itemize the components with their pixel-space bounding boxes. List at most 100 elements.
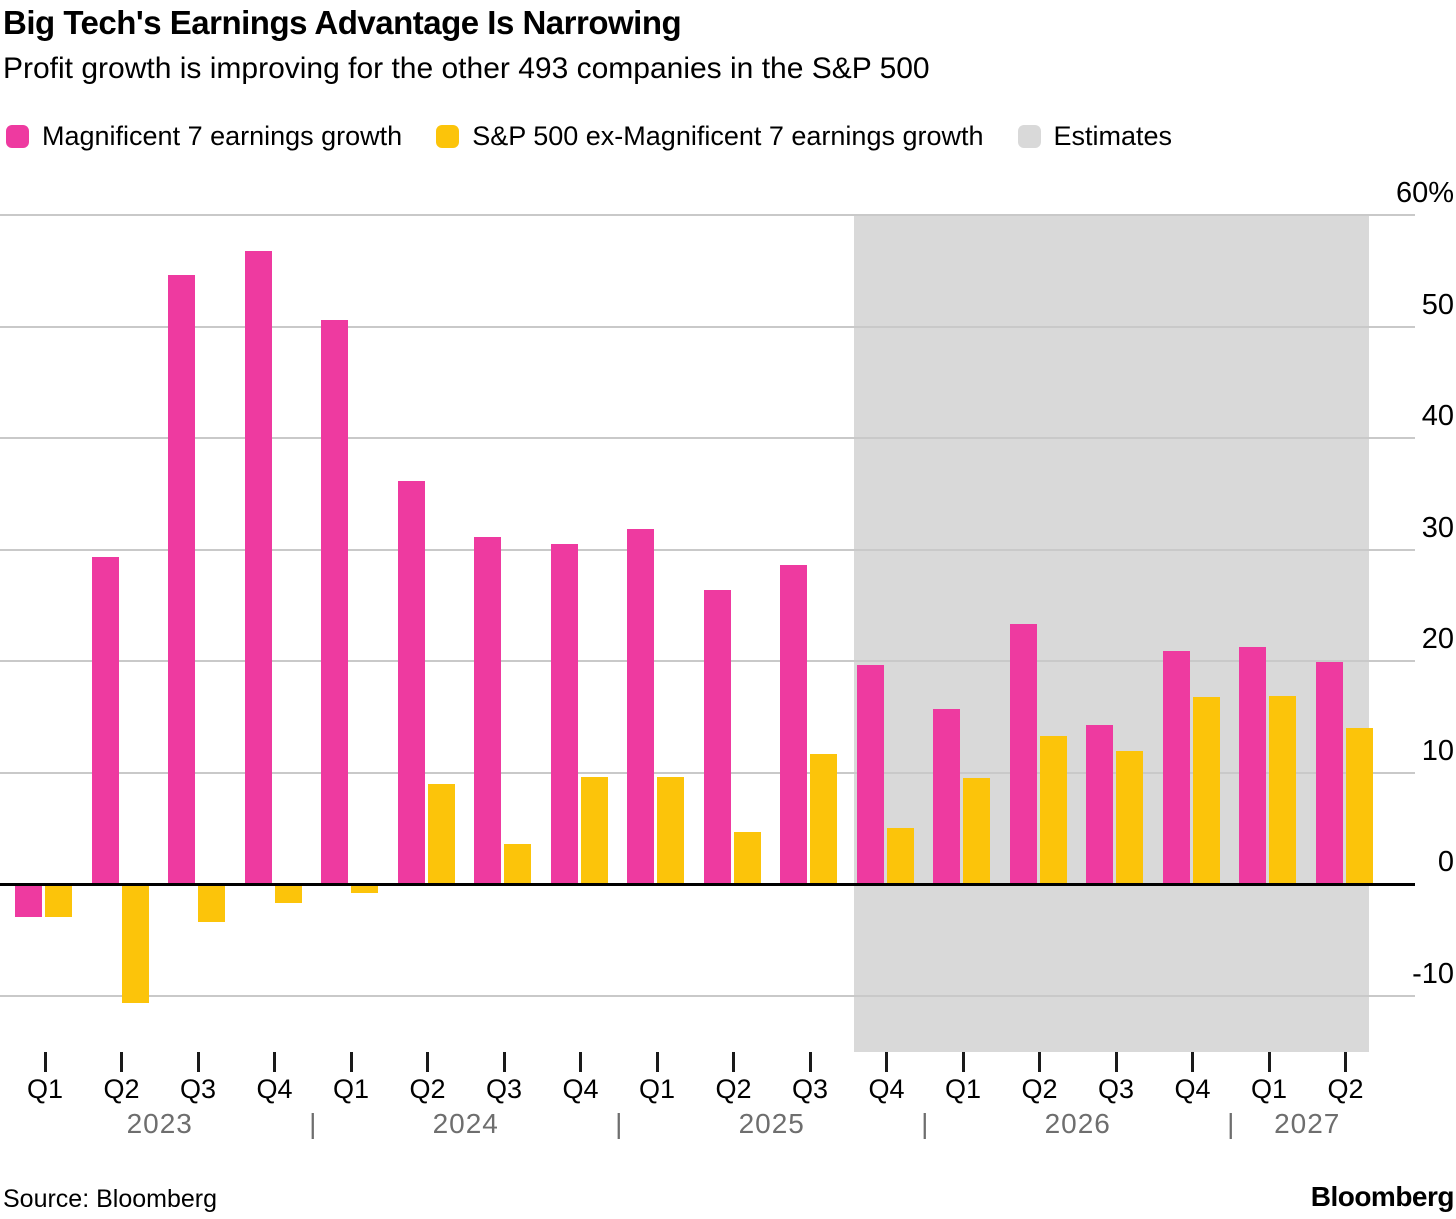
- bar-ex-magnificent7-q2-2023: [121, 884, 149, 1004]
- year-label-2024: 2024: [432, 1108, 499, 1139]
- y-axis-label--10: -10: [1412, 957, 1454, 990]
- x-tick-q3-2024: [502, 1052, 506, 1072]
- year-separator: |: [309, 1108, 317, 1139]
- magenta-swatch-icon: [6, 125, 29, 148]
- x-tick-q3-2026: [1114, 1052, 1118, 1072]
- bar-magnificent7-q2-2023: [91, 557, 119, 884]
- bar-ex-magnificent7-q2-2026: [1039, 735, 1067, 884]
- bar-magnificent7-q3-2026: [1086, 724, 1113, 884]
- bar-ex-magnificent7-q1-2024: [351, 884, 378, 893]
- x-tick-q2-2026: [1038, 1052, 1041, 1072]
- x-tick-q3-2025: [808, 1052, 812, 1072]
- bar-magnificent7-q4-2024: [550, 543, 578, 884]
- year-separator: |: [615, 1108, 623, 1139]
- y-axis-label-60%: 60%: [1395, 177, 1454, 209]
- bar-magnificent7-q4-2023: [244, 250, 272, 884]
- zero-baseline: [0, 883, 1415, 886]
- bar-ex-magnificent7-q2-2025: [733, 831, 761, 884]
- bar-ex-magnificent7-q4-2025: [886, 828, 914, 884]
- x-label-q3-2024: Q3: [485, 1074, 523, 1104]
- yellow-swatch-icon: [436, 125, 460, 148]
- bloomberg-logo: Bloomberg: [1310, 1181, 1455, 1212]
- gridline--10: [0, 994, 1415, 997]
- x-label-q1-2027: Q1: [1250, 1074, 1288, 1104]
- legend-item-estimates: Estimates: [1017, 121, 1173, 152]
- bar-magnificent7-q1-2026: [933, 708, 960, 884]
- legend-label-estimates: Estimates: [1053, 121, 1173, 151]
- bar-ex-magnificent7-q3-2025: [810, 753, 837, 884]
- estimates-region: [854, 216, 1369, 1052]
- y-axis-label-40: 40: [1421, 400, 1454, 432]
- x-label-q2-2024: Q2: [409, 1074, 446, 1104]
- x-label-q1-2024: Q1: [332, 1074, 370, 1104]
- source-note: Source: Bloomberg: [3, 1185, 218, 1213]
- bar-magnificent7-q3-2023: [168, 275, 195, 884]
- year-label-2023: 2023: [126, 1108, 193, 1139]
- x-tick-q1-2027: [1267, 1052, 1271, 1072]
- bar-magnificent7-q2-2027: [1315, 662, 1343, 884]
- legend: Magnificent 7 earnings growth S&P 500 ex…: [6, 121, 1172, 152]
- y-axis-label-30: 30: [1421, 511, 1454, 544]
- x-tick-q3-2023: [196, 1052, 200, 1072]
- bar-ex-magnificent7-q3-2023: [198, 884, 225, 922]
- x-tick-q4-2025: [885, 1052, 888, 1072]
- x-label-q3-2023: Q3: [179, 1074, 217, 1104]
- bar-ex-magnificent7-q4-2023: [274, 884, 302, 903]
- gridline-60%: [0, 214, 1415, 216]
- x-tick-q2-2027: [1344, 1052, 1347, 1072]
- bar-magnificent7-q2-2026: [1009, 624, 1037, 884]
- bar-magnificent7-q1-2027: [1239, 646, 1266, 884]
- x-label-q4-2023: Q4: [256, 1074, 293, 1104]
- bar-magnificent7-q4-2025: [856, 665, 884, 884]
- bar-magnificent7-q4-2026: [1162, 650, 1190, 884]
- year-label-2025: 2025: [738, 1108, 805, 1139]
- bar-magnificent7-q3-2024: [474, 537, 501, 884]
- x-label-q2-2027: Q2: [1327, 1074, 1364, 1104]
- bar-ex-magnificent7-q1-2027: [1269, 695, 1296, 884]
- bar-ex-magnificent7-q4-2026: [1192, 696, 1220, 884]
- gridline-30: [0, 548, 1415, 551]
- bar-ex-magnificent7-q4-2024: [580, 776, 608, 884]
- x-label-q1-2025: Q1: [638, 1074, 676, 1104]
- gray-swatch-icon: [1017, 125, 1041, 148]
- x-label-q3-2025: Q3: [791, 1074, 829, 1104]
- bar-magnificent7-q1-2024: [321, 319, 348, 884]
- bar-magnificent7-q2-2025: [703, 589, 731, 884]
- x-label-q4-2024: Q4: [562, 1074, 599, 1104]
- bar-ex-magnificent7-q1-2025: [657, 776, 684, 884]
- bar-ex-magnificent7-q1-2023: [45, 884, 72, 918]
- x-label-q3-2026: Q3: [1097, 1074, 1135, 1104]
- bar-magnificent7-q2-2024: [397, 481, 425, 884]
- bar-ex-magnificent7-q2-2027: [1345, 727, 1373, 884]
- year-separator: |: [1227, 1108, 1235, 1139]
- x-label-q1-2023: Q1: [26, 1074, 64, 1104]
- x-tick-q4-2024: [579, 1052, 582, 1072]
- x-label-q2-2023: Q2: [103, 1074, 140, 1104]
- x-tick-q1-2026: [961, 1052, 965, 1072]
- chart-subtitle: Profit growth is improving for the other…: [3, 52, 930, 85]
- legend-label-ex-magnificent7: S&P 500 ex-Magnificent 7 earnings growth: [472, 121, 984, 151]
- y-axis-label-50: 50: [1421, 288, 1454, 321]
- year-separator: |: [921, 1108, 929, 1139]
- bar-magnificent7-q1-2023: [15, 884, 42, 918]
- x-label-q2-2025: Q2: [715, 1074, 752, 1104]
- legend-item-magnificent7: Magnificent 7 earnings growth: [6, 121, 402, 152]
- bar-ex-magnificent7-q3-2024: [504, 843, 531, 884]
- gridline-40: [0, 437, 1415, 439]
- legend-item-ex-magnificent7: S&P 500 ex-Magnificent 7 earnings growth: [436, 121, 984, 152]
- x-label-q1-2026: Q1: [944, 1074, 982, 1104]
- x-label-q4-2026: Q4: [1174, 1074, 1211, 1104]
- year-label-2026: 2026: [1044, 1108, 1111, 1139]
- x-tick-q4-2026: [1191, 1052, 1194, 1072]
- x-tick-q2-2024: [426, 1052, 429, 1072]
- x-label-q4-2025: Q4: [868, 1074, 905, 1104]
- x-tick-q2-2025: [732, 1052, 735, 1072]
- x-tick-q1-2025: [655, 1052, 659, 1072]
- year-label-2027: 2027: [1274, 1108, 1341, 1139]
- y-axis-label-20: 20: [1421, 623, 1454, 655]
- x-label-q2-2026: Q2: [1021, 1074, 1058, 1104]
- x-tick-q4-2023: [273, 1052, 276, 1072]
- bar-ex-magnificent7-q1-2026: [963, 778, 990, 884]
